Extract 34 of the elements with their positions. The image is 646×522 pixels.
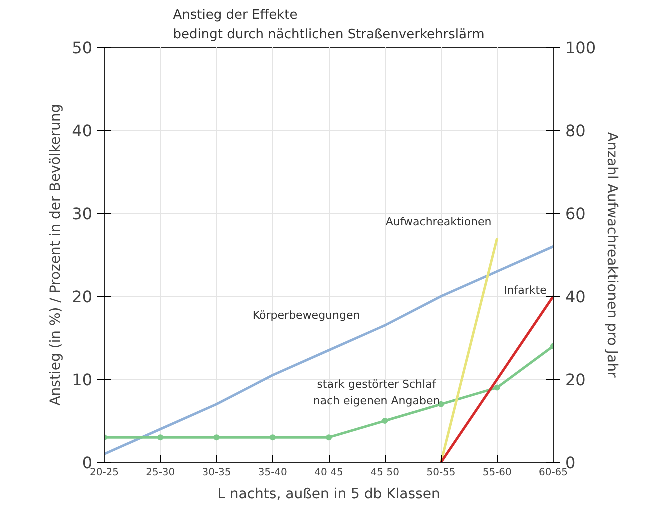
point <box>214 434 220 441</box>
point <box>382 418 388 424</box>
y-tick-label: 40 <box>72 122 92 140</box>
point <box>326 434 332 441</box>
x-tick-label: 40 45 <box>314 468 344 478</box>
x-tick-label: 60-65 <box>538 468 568 478</box>
y-tick-label: 30 <box>72 204 92 224</box>
y-tick-label: 20 <box>72 288 92 306</box>
y2-tick-label: 20 <box>566 370 586 390</box>
x-tick-label: 55-60 <box>482 468 512 478</box>
y-axis-title: Anstieg (in %) / Prozent in der Bevölkerung <box>48 104 64 406</box>
line-series <box>104 245 554 456</box>
y-tick-label: 50 <box>72 38 92 58</box>
point <box>270 434 276 441</box>
y2-tick-label: 80 <box>566 122 586 140</box>
x-tick-label: 50-55 <box>426 468 456 478</box>
series-label: Aufwachreaktionen <box>386 215 492 228</box>
series-label: Körperbewegungen <box>252 309 360 322</box>
series-label: Infarkte <box>504 284 548 298</box>
chart-title: Anstieg der Effekte bedingt durch nächtlichen Straßenverkehrslärm <box>173 8 485 42</box>
point <box>158 434 164 441</box>
x-axis-title: L nachts, außen in 5 db Klassen <box>218 486 440 502</box>
x-tick-label: 30-35 <box>202 468 232 478</box>
y-tick-label: 10 <box>72 370 92 390</box>
y2-tick-label: 100 <box>566 38 596 58</box>
y2-tick-label: 0 <box>566 454 576 472</box>
x-tick-label: 25-30 <box>146 468 176 478</box>
y2-axis-title: Anzahl Aufwachreaktionen pro Jahr <box>604 132 620 378</box>
point <box>494 384 500 391</box>
y2-tick-label: 60 <box>566 204 586 224</box>
y2-tick-label: 40 <box>566 288 586 306</box>
x-tick-label: 35-40 <box>258 468 288 478</box>
x-tick-label: 45 50 <box>370 468 400 478</box>
series-label: stark gestörter Schlaf nach eigenen Angaben <box>313 378 440 408</box>
